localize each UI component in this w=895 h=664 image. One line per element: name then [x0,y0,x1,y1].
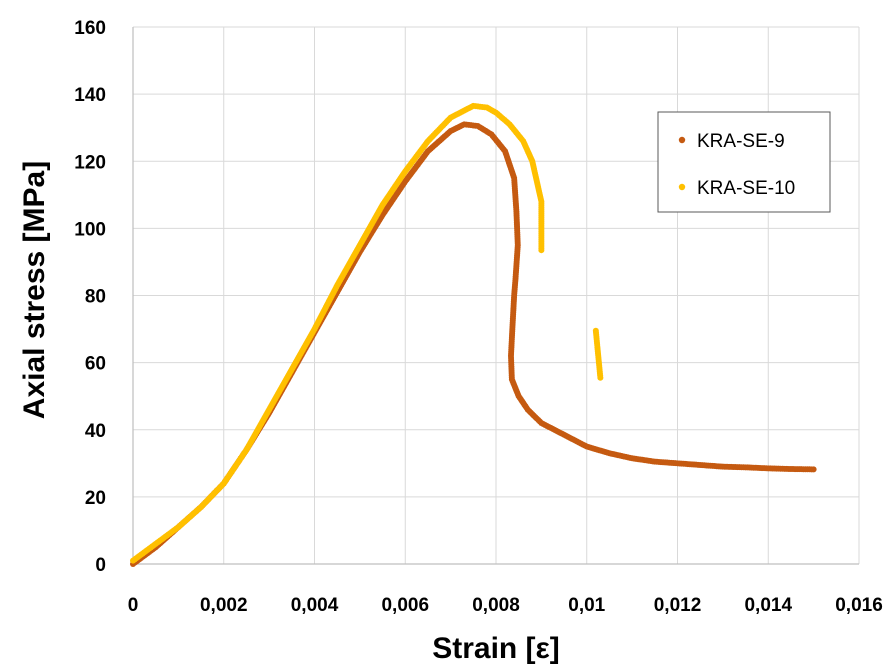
x-tick-label: 0,016 [835,595,883,616]
data-point [810,466,817,473]
legend-marker-kra-se-10 [678,183,686,191]
x-tick-label: 0 [128,595,139,616]
x-tick-label: 0,006 [381,595,429,616]
x-axis-title: Strain [ε] [432,632,560,664]
x-tick-label: 0,014 [744,595,792,616]
axes [132,27,859,565]
x-tick-label: 0,012 [654,595,702,616]
y-tick-label: 80 [85,287,106,308]
y-tick-label: 20 [85,488,106,509]
y-tick-label: 100 [74,219,106,240]
data-point [538,247,545,254]
y-tick-label: 120 [74,152,106,173]
x-tick-label: 0,004 [291,595,339,616]
tick-labels: 0 0,002 0,004 0,006 0,008 0,01 0,012 0,014 0,016… [74,18,882,616]
x-tick-label: 0,01 [568,595,605,616]
legend-box [657,111,831,213]
y-tick-label: 0 [95,555,106,576]
y-tick-label: 160 [74,18,106,39]
y-tick-label: 60 [85,354,106,375]
data-point [597,374,604,381]
plot-series [130,102,817,567]
series-kra-se-10 [130,102,604,564]
x-tick-label: 0,002 [200,595,248,616]
legend-label-kra-se-10: KRA-SE-10 [697,178,795,199]
gridlines [133,26,860,564]
y-tick-label: 40 [85,421,106,442]
y-axis-title: Axial stress [MPa] [18,161,51,419]
legend-marker-kra-se-9 [678,136,686,144]
x-tick-label: 0,008 [472,595,520,616]
legend-label-kra-se-9: KRA-SE-9 [697,131,785,152]
legend: KRA-SE-9 KRA-SE-10 [657,111,831,213]
y-tick-label: 140 [74,85,106,106]
